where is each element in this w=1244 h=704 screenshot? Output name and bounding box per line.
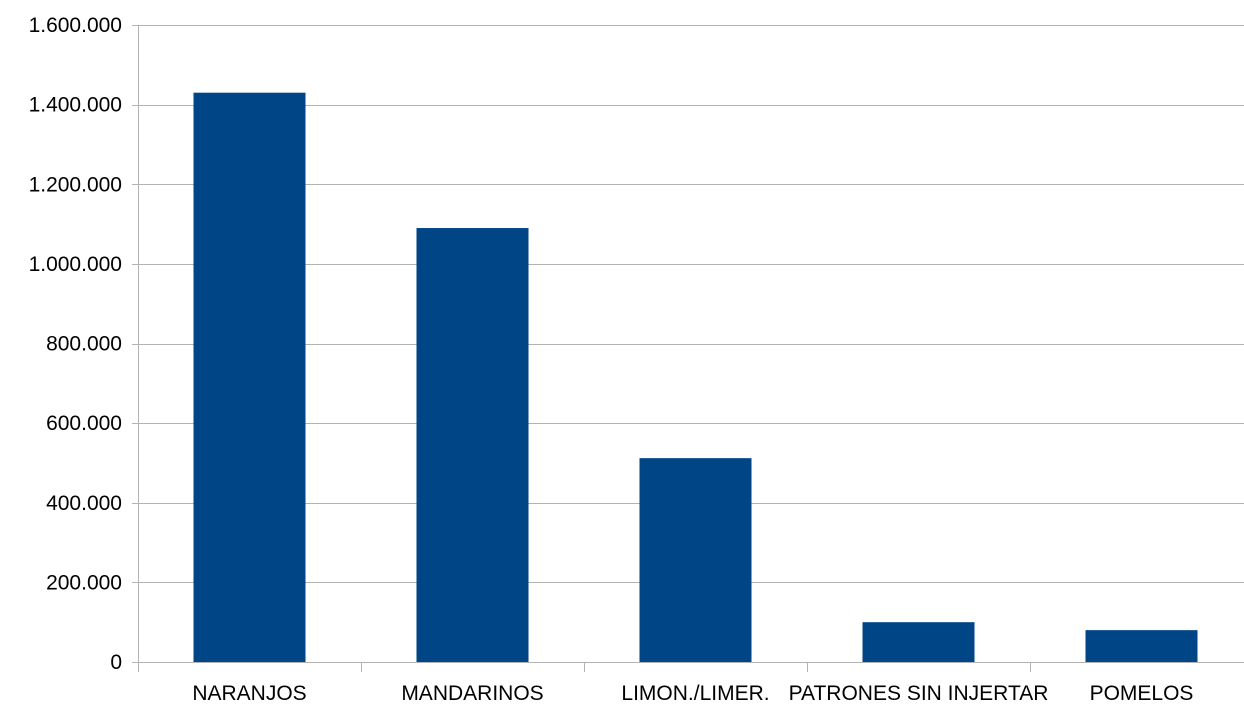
y-tick-label: 1.600.000 (29, 14, 122, 37)
y-tick-label: 600.000 (46, 412, 122, 435)
bar (193, 92, 306, 662)
bar (416, 228, 529, 662)
x-tick-label: NARANJOS (192, 682, 306, 704)
bar (862, 622, 975, 662)
bar (1085, 630, 1198, 662)
axes (132, 25, 1244, 672)
bars (193, 92, 1198, 662)
y-tick-label: 1.400.000 (29, 94, 122, 117)
y-tick-labels: 0 200.000 400.000 600.000 800.000 1.000.000 1.… (29, 14, 122, 674)
x-tick-label: MANDARINOS (401, 682, 543, 704)
grid-lines (138, 25, 1244, 583)
x-tick-label: POMELOS (1090, 682, 1194, 704)
bar (639, 458, 752, 662)
y-tick-label: 800.000 (46, 333, 122, 356)
y-tick-label: 200.000 (46, 571, 122, 594)
y-tick-label: 0 (110, 651, 122, 674)
y-tick-label: 400.000 (46, 492, 122, 515)
x-tick-label: PATRONES SIN INJERTAR (789, 682, 1049, 704)
y-tick-label: 1.000.000 (29, 253, 122, 276)
x-tick-labels: NARANJOS MANDARINOS LIMON./LIMER. PATRONES … (192, 682, 1193, 704)
y-tick-label: 1.200.000 (29, 173, 122, 196)
x-tick-label: LIMON./LIMER. (621, 682, 769, 704)
